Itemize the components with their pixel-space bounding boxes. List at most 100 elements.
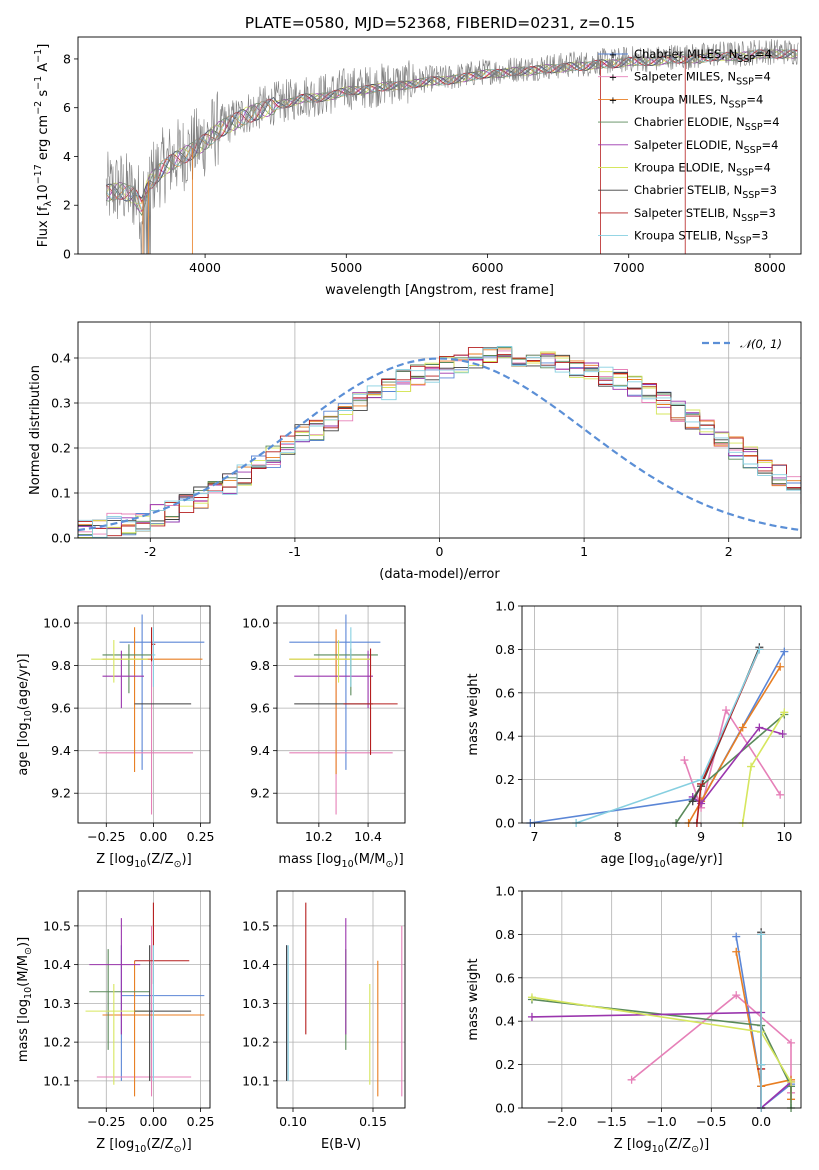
spectrum-xticklabel-1: 5000 bbox=[330, 260, 362, 275]
spectrum-ylabel-part-7: −1 bbox=[33, 76, 44, 90]
age_vs_Z-xlabel-part-3: ⊙ bbox=[174, 859, 182, 870]
residual-hist-kroupa-stelib bbox=[78, 346, 801, 538]
massweight_vs_Z-xticklabel-4: 0.0 bbox=[751, 1114, 771, 1129]
residual-hist-kroupa-elodie bbox=[78, 351, 801, 538]
massweight_vs_Z-xlabel-part-4: )] bbox=[699, 1137, 709, 1152]
mass_vs_EBV-axes: 0.10 0.15 10.1 10.2 10.3 10.4 10.5 bbox=[242, 891, 405, 1129]
age_vs_Z-ylabel: age [log10(age/yr)] bbox=[16, 653, 34, 775]
mass_vs_EBV-yticklabel-4: 10.5 bbox=[242, 918, 270, 933]
age_vs_Z-frame bbox=[77, 605, 211, 824]
age_vs_Z-ylabel-part-2: (age/yr)] bbox=[16, 653, 31, 710]
massweight_vs_Z-frame bbox=[521, 890, 802, 1109]
spectrum-legend-label-salpeter-miles: Salpeter MILES, NSSP=4 bbox=[634, 70, 771, 88]
mass_vs_Z-ylabel-part-4: )] bbox=[16, 937, 31, 947]
spectrum-legend-label-chabrier-stelib-part-2: =3 bbox=[760, 183, 777, 197]
mass_vs_Z-xlabel: Z [log10(Z/Z⊙)] bbox=[96, 1137, 191, 1155]
age_vs_Z-yticklabel-1: 9.4 bbox=[51, 743, 71, 758]
spectrum-legend-marker-chabrier-miles: + bbox=[609, 50, 617, 61]
spectrum-ylabel-part-9: −1 bbox=[33, 49, 44, 63]
spectrum-ylabel-part-1: λ bbox=[43, 200, 54, 206]
spectrum-legend-label-salpeter-stelib: Salpeter STELIB, NSSP=3 bbox=[634, 206, 776, 224]
age_vs_mass-xlabel-part-0: mass [log bbox=[278, 852, 341, 867]
spectrum-xticklabel-0: 4000 bbox=[189, 260, 221, 275]
spectrum-xticklabel-4: 8000 bbox=[754, 260, 786, 275]
residual-legend-label: 𝒩(0, 1) bbox=[740, 337, 782, 351]
massweight_vs_Z-point-kroupa-stelib-1 bbox=[757, 1060, 766, 1069]
massweight_vs_age-xticklabel-0: 7 bbox=[531, 829, 539, 844]
age_vs_Z-xlabel-part-2: (Z/Z bbox=[146, 852, 173, 867]
age_vs_mass-xticklabel-1: 10.4 bbox=[354, 829, 382, 844]
massweight_vs_Z-xticklabel-1: −1.5 bbox=[596, 1114, 626, 1129]
mass_vs_Z-axes: −0.25 0.00 0.25 10.1 10.2 10.3 10.4 10.5 bbox=[43, 891, 214, 1129]
mass_vs_Z-ylabel-part-3: ⊙ bbox=[23, 947, 34, 955]
massweight_vs_age-line-salpeter-miles bbox=[683, 708, 781, 811]
age_vs_mass-xlabel-part-2: (M/M bbox=[354, 852, 386, 867]
residual-ylabel: Normed distribution bbox=[28, 365, 43, 495]
massweight_vs_age-xticklabel-3: 10 bbox=[776, 829, 792, 844]
mass_vs_Z-xlabel-part-0: Z [log bbox=[96, 1137, 134, 1152]
residual-xlabel: (data-model)/error bbox=[379, 567, 500, 582]
spectrum-legend-label-chabrier-miles-part-0: Chabrier MILES, N bbox=[634, 47, 737, 61]
massweight_vs_age-point-kroupa-miles-2 bbox=[738, 723, 747, 732]
age_vs_Z-xticklabel-2: 0.25 bbox=[187, 829, 215, 844]
massweight_vs_age-line-kroupa-miles bbox=[687, 666, 781, 823]
spectrum-legend-label-kroupa-elodie-part-2: =4 bbox=[754, 161, 771, 175]
massweight_vs_age-frame bbox=[521, 605, 802, 824]
massweight_vs_age-ylabel: mass weight bbox=[466, 673, 481, 755]
massweight_vs_Z-xlabel-part-2: (Z/Z bbox=[664, 1137, 691, 1152]
spectrum-legend-label-kroupa-elodie-part-0: Kroupa ELODIE, N bbox=[634, 161, 736, 175]
age_vs_Z-xlabel-part-1: 10 bbox=[134, 859, 146, 870]
residual-hist-chabrier-miles bbox=[78, 356, 801, 536]
age_vs_mass-xticklabel-0: 10.2 bbox=[305, 829, 333, 844]
mass_vs_Z-yticklabel-4: 10.5 bbox=[43, 918, 71, 933]
massweight_vs_Z-point-kroupa-elodie-0 bbox=[527, 993, 536, 1002]
mass_vs_Z-ylabel-part-2: (M/M bbox=[16, 955, 31, 987]
residuals-xticklabel-3: 1 bbox=[580, 544, 588, 559]
mass_vs_Z-xticklabel-1: 0.00 bbox=[140, 1114, 168, 1129]
massweight_vs_age-line-salpeter-elodie bbox=[692, 726, 783, 805]
spectrum-legend-label-salpeter-stelib-part-0: Salpeter STELIB, N bbox=[634, 206, 741, 220]
mass_vs_Z-yticklabel-3: 10.4 bbox=[43, 957, 71, 972]
mass_vs_Z-xlabel-part-2: (Z/Z bbox=[146, 1137, 173, 1152]
massweight_vs_age-xlabel-part-1: 10 bbox=[654, 859, 666, 870]
mass_vs_Z-xticklabel-0: −0.25 bbox=[87, 1114, 125, 1129]
mass_vs_EBV-xlabel: E(B-V) bbox=[321, 1137, 361, 1152]
spectrum-yticklabel-0: 0 bbox=[63, 247, 71, 262]
residual-hist-chabrier-elodie bbox=[78, 347, 801, 538]
spectrum-legend-label-chabrier-stelib-part-0: Chabrier STELIB, N bbox=[634, 183, 742, 197]
mass_vs_Z-yticklabel-0: 10.1 bbox=[43, 1073, 71, 1088]
massweight_vs_Z-point-chabrier-miles-0 bbox=[732, 932, 741, 941]
spectrum-legend-label-chabrier-elodie-part-1: SSP bbox=[745, 122, 763, 133]
massweight_vs_Z-yticklabel-5: 1.0 bbox=[495, 884, 515, 899]
mass_vs_EBV-xlabel-part-0: E(B-V) bbox=[321, 1137, 361, 1152]
age_vs_mass-yticklabel-2: 9.6 bbox=[250, 701, 270, 716]
mass_vs_Z-yticklabel-1: 10.2 bbox=[43, 1035, 71, 1050]
age_vs_Z-xlabel-part-4: )] bbox=[182, 852, 192, 867]
massweight_vs_Z-yticklabel-1: 0.2 bbox=[495, 1057, 515, 1072]
massweight_vs_age-point-kroupa-stelib-2 bbox=[755, 645, 764, 654]
spectrum-legend-label-kroupa-miles-part-1: SSP bbox=[729, 99, 747, 110]
massweight_vs_Z-line-salpeter-miles bbox=[631, 994, 792, 1093]
spectrum-legend-marker-kroupa-miles: + bbox=[609, 95, 617, 106]
spectrum-ylabel-group: Flux [fλ10−17 erg cm−2 s−1 A−1] bbox=[33, 44, 54, 248]
spectrum-ylabel-part-2: 10 bbox=[36, 184, 51, 201]
age_vs_mass-xlabel-part-1: 10 bbox=[342, 859, 354, 870]
age_vs_Z-xlabel-part-0: Z [log bbox=[96, 852, 134, 867]
massweight_vs_Z-point-salpeter-miles-0 bbox=[627, 1075, 636, 1084]
age_vs_Z-ylabel-group: age [log10(age/yr)] bbox=[16, 653, 34, 775]
mass_vs_EBV-yticklabel-0: 10.1 bbox=[242, 1073, 270, 1088]
spectrum-legend-label-chabrier-miles-part-2: =4 bbox=[755, 47, 772, 61]
massweight_vs_age-yticklabel-2: 0.4 bbox=[495, 729, 515, 744]
spectrum-axes: 4000 5000 6000 7000 8000 0 2 4 6 8 bbox=[63, 51, 786, 275]
massweight_vs_Z-point-salpeter-elodie-0 bbox=[527, 1012, 536, 1021]
spectrum-legend-marker-salpeter-miles: + bbox=[609, 73, 617, 84]
age_vs_mass-xlabel-part-4: )] bbox=[394, 852, 404, 867]
residual-hist-chabrier-stelib bbox=[78, 347, 801, 530]
spectrum-legend-label-salpeter-miles-part-0: Salpeter MILES, N bbox=[634, 70, 736, 84]
spectrum-ylabel-part-8: A bbox=[36, 63, 51, 76]
mass_vs_Z-xlabel-part-1: 10 bbox=[134, 1144, 146, 1155]
massweight_vs_Z-xticklabel-3: −0.5 bbox=[696, 1114, 726, 1129]
spectrum-legend: + Chabrier MILES, N SSP =4 + Salpeter MILES, … bbox=[598, 47, 780, 247]
mass_vs_Z-frame bbox=[77, 890, 211, 1109]
spectrum-legend-label-kroupa-miles-part-0: Kroupa MILES, N bbox=[634, 92, 729, 106]
